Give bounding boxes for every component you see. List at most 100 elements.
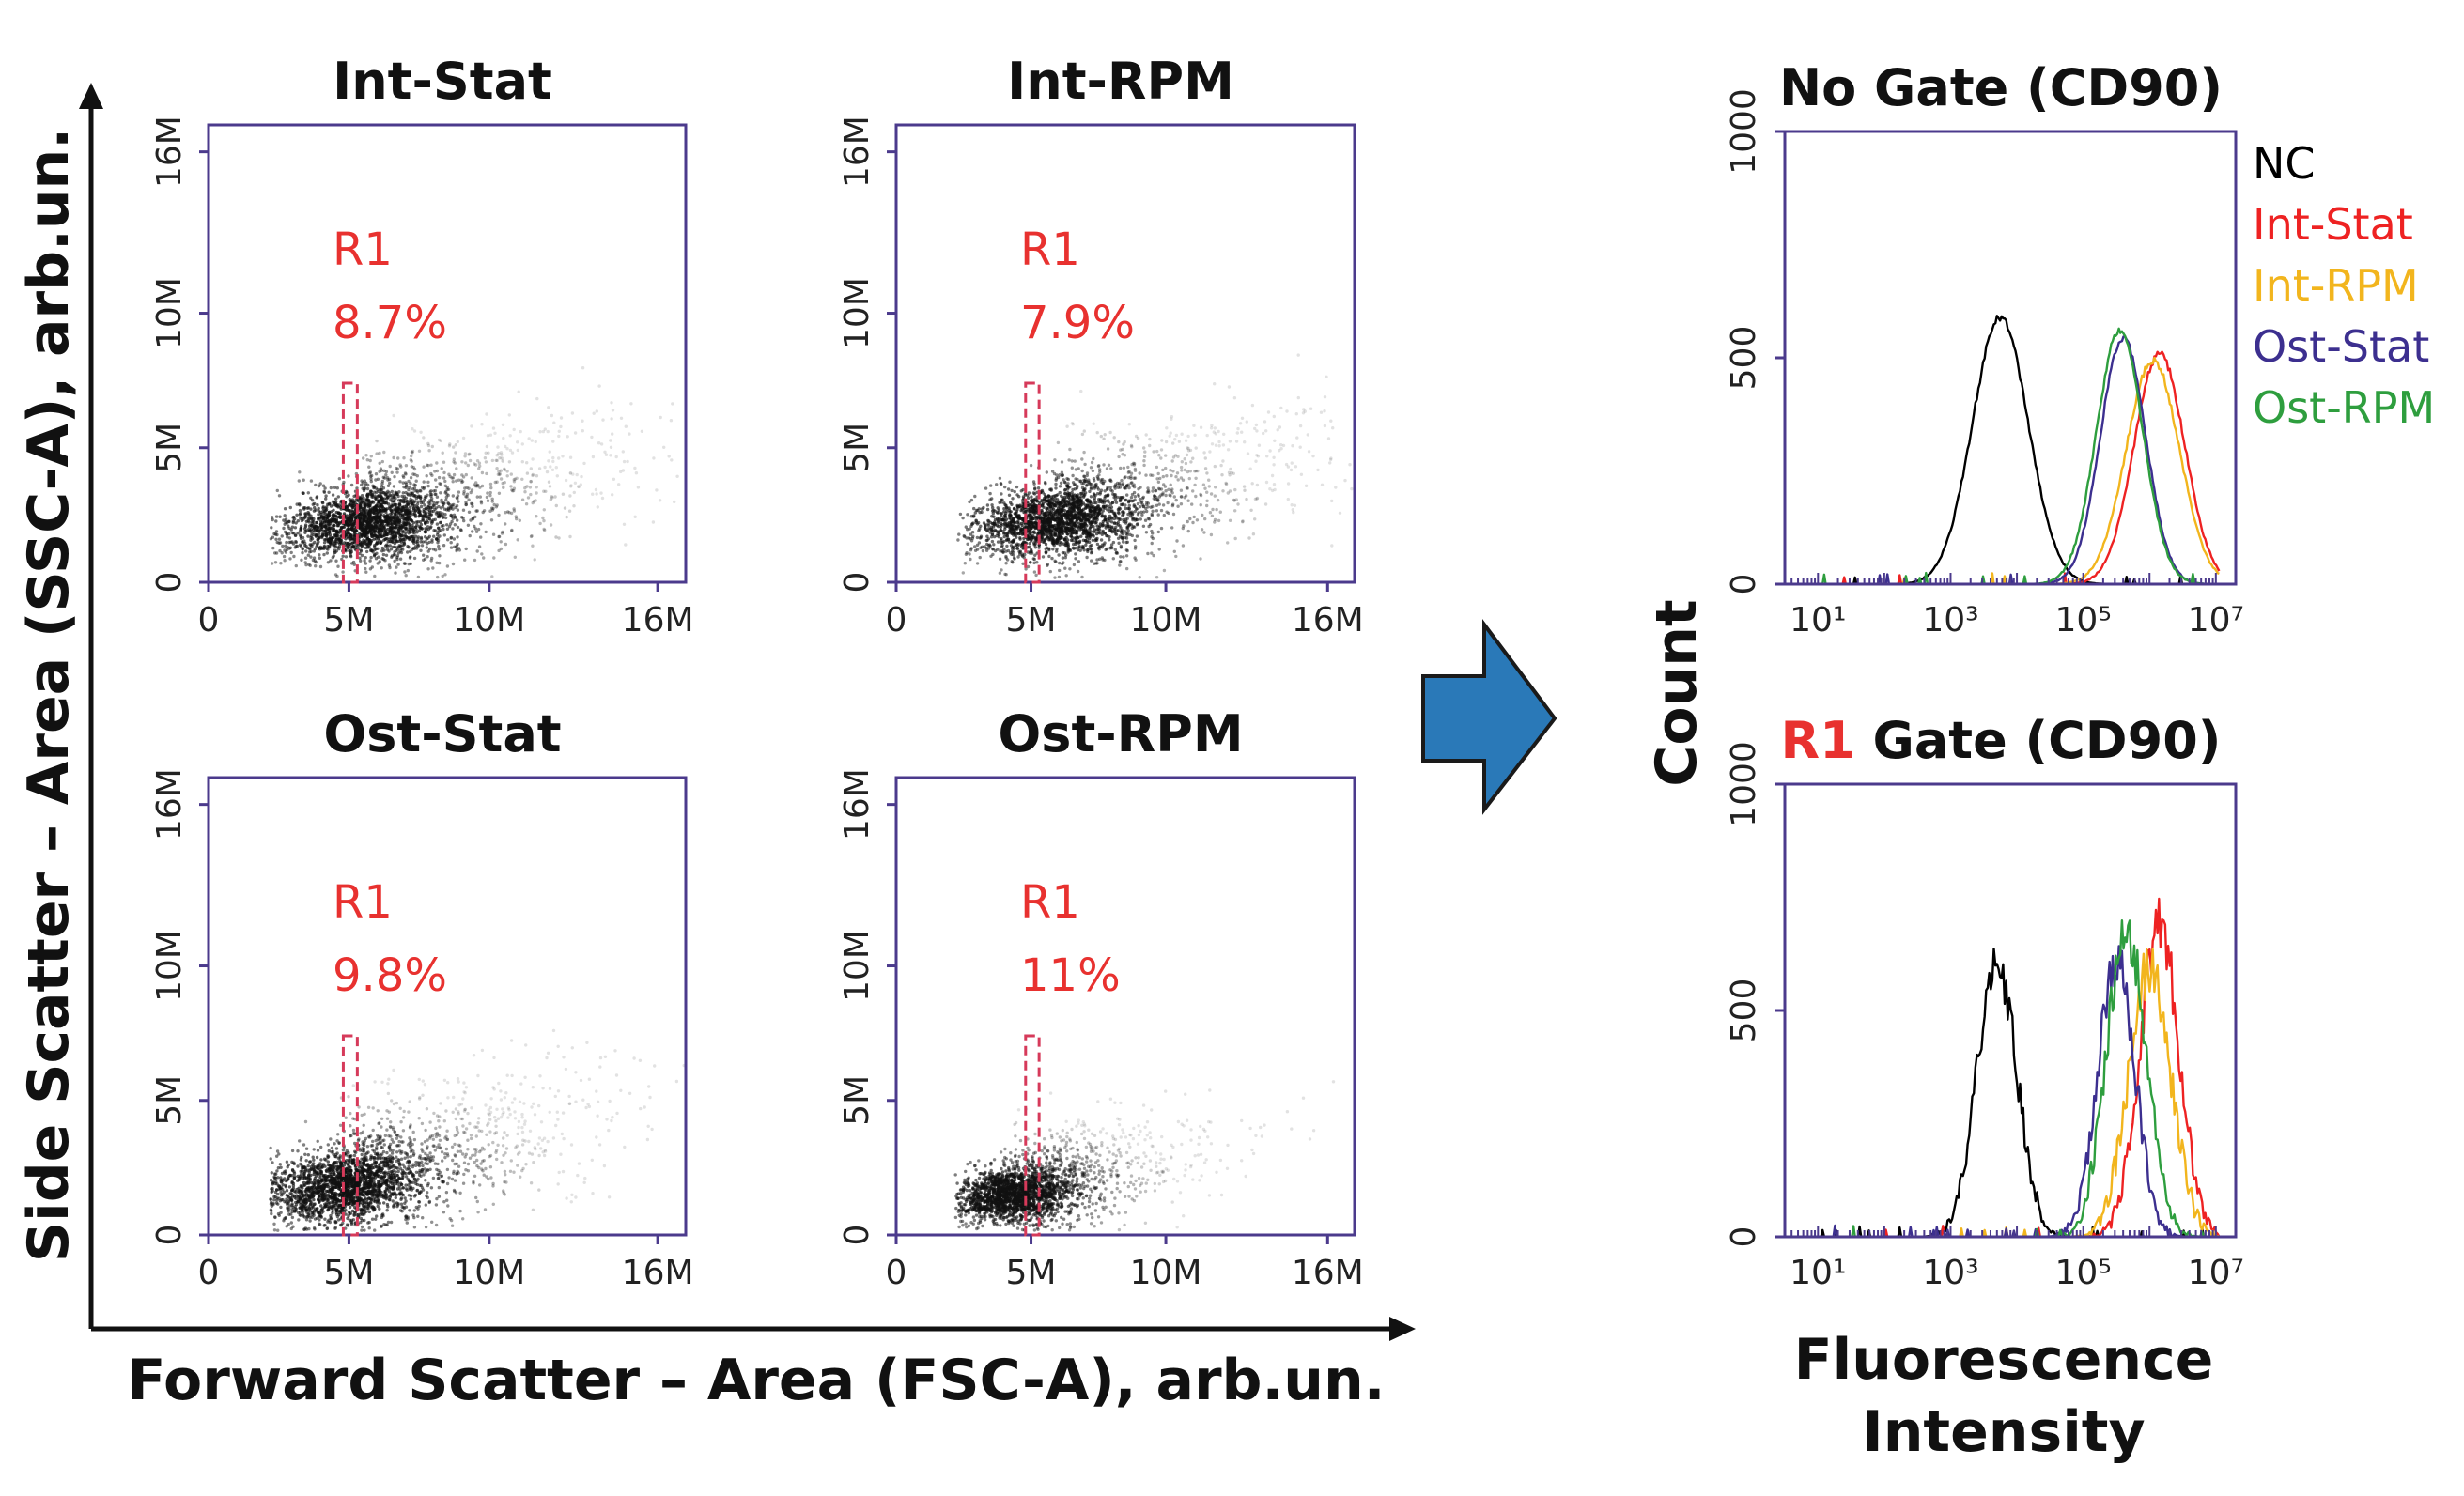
scatter-point [1058, 511, 1062, 515]
scatter-point [1125, 506, 1130, 511]
scatter-point [408, 556, 412, 560]
scatter-point [525, 461, 529, 465]
scatter-point [498, 471, 502, 476]
scatter-point [443, 573, 447, 577]
scatter-point [432, 489, 436, 493]
scatter-point [324, 538, 328, 542]
scatter-point [1221, 443, 1226, 447]
scatter-point [399, 544, 403, 548]
scatter-point [390, 500, 394, 503]
scatter-point [976, 508, 980, 513]
scatter-point [671, 402, 674, 406]
scatter-point [465, 486, 469, 489]
scatter-point [491, 532, 496, 536]
scatter-point [1062, 508, 1067, 513]
gate-percent-label: 8.7% [333, 297, 447, 349]
scatter-point [1291, 508, 1295, 512]
scatter-point [612, 477, 616, 481]
scatter-point [520, 477, 524, 481]
scatter-point [1146, 551, 1150, 556]
scatter-point [1228, 440, 1232, 443]
scatter-point [1028, 542, 1031, 546]
scatter-point [652, 456, 656, 460]
scatter-point [1047, 498, 1052, 502]
scatter-point [1111, 540, 1116, 545]
scatter-point [277, 494, 282, 498]
scatter-point [287, 536, 292, 540]
scatter-point [1054, 482, 1058, 486]
scatter-point [1044, 538, 1047, 542]
scatter-point [484, 530, 488, 534]
scatter-point [555, 474, 559, 478]
scatter-point [1294, 465, 1298, 469]
scatter-point [452, 460, 456, 464]
scatter-point [1203, 467, 1208, 470]
scatter-point [1006, 487, 1011, 491]
scatter-point [386, 527, 390, 532]
scatter-point [1037, 531, 1041, 534]
scatter-point [413, 525, 417, 529]
scatter-point [1133, 469, 1138, 472]
scatter-point [1158, 476, 1162, 481]
scatter-point [1180, 469, 1184, 472]
scatter-point [360, 553, 364, 558]
scatter-point [529, 467, 533, 470]
scatter-point [471, 504, 474, 508]
scatter-point [368, 542, 373, 546]
scatter-point [283, 514, 287, 517]
scatter-point [392, 455, 395, 460]
scatter-point [976, 520, 981, 525]
scatter-point [1005, 544, 1009, 548]
scatter-point [359, 549, 364, 553]
scatter-point [636, 486, 641, 489]
scatter-point [998, 476, 1002, 480]
x-tick-label: 0 [198, 601, 220, 640]
scatter-point [318, 482, 322, 486]
scatter-point [1298, 424, 1303, 428]
scatter-point [439, 482, 442, 486]
scatter-point [287, 547, 291, 550]
scatter-point [1270, 473, 1275, 478]
scatter-point [454, 451, 457, 455]
scatter-point [485, 495, 489, 500]
scatter-point [310, 545, 314, 548]
scatter-point [624, 424, 628, 428]
shared-y-axis-arrowhead [79, 83, 103, 109]
scatter-point [1194, 494, 1198, 499]
scatter-point [1174, 498, 1178, 502]
scatter-point [1011, 550, 1015, 554]
scatter-point [1070, 536, 1075, 540]
scatter-point [294, 521, 298, 525]
scatter-point [1139, 517, 1143, 521]
scatter-point [1251, 532, 1256, 536]
scatter-point [1209, 492, 1214, 496]
scatter-point [1169, 431, 1172, 435]
scatter-point [1330, 544, 1334, 548]
scatter-point [306, 553, 310, 557]
scatter-point [282, 526, 286, 531]
scatter-point [551, 459, 555, 464]
scatter-point [495, 467, 499, 470]
scatter-point [1156, 486, 1161, 490]
scatter-point [446, 501, 451, 506]
scatter-point [338, 539, 343, 543]
scatter-point [274, 551, 279, 555]
scatter-point [581, 419, 584, 423]
scatter-point [411, 427, 414, 431]
scatter-point [325, 516, 330, 519]
scatter-point [1311, 454, 1315, 458]
scatter-point [1082, 450, 1086, 455]
scatter-point [1212, 430, 1217, 434]
scatter-point [1001, 550, 1005, 554]
scatter-point [1076, 477, 1079, 482]
scatter-point [389, 512, 393, 516]
scatter-point [512, 488, 516, 493]
scatter-point [430, 473, 434, 477]
scatter-point [295, 544, 300, 548]
scatter-point [279, 562, 283, 565]
scatter-point [378, 470, 381, 473]
scatter-point [412, 532, 416, 535]
scatter-point [426, 463, 430, 468]
scatter-point [418, 509, 422, 514]
scatter-point [437, 544, 441, 548]
